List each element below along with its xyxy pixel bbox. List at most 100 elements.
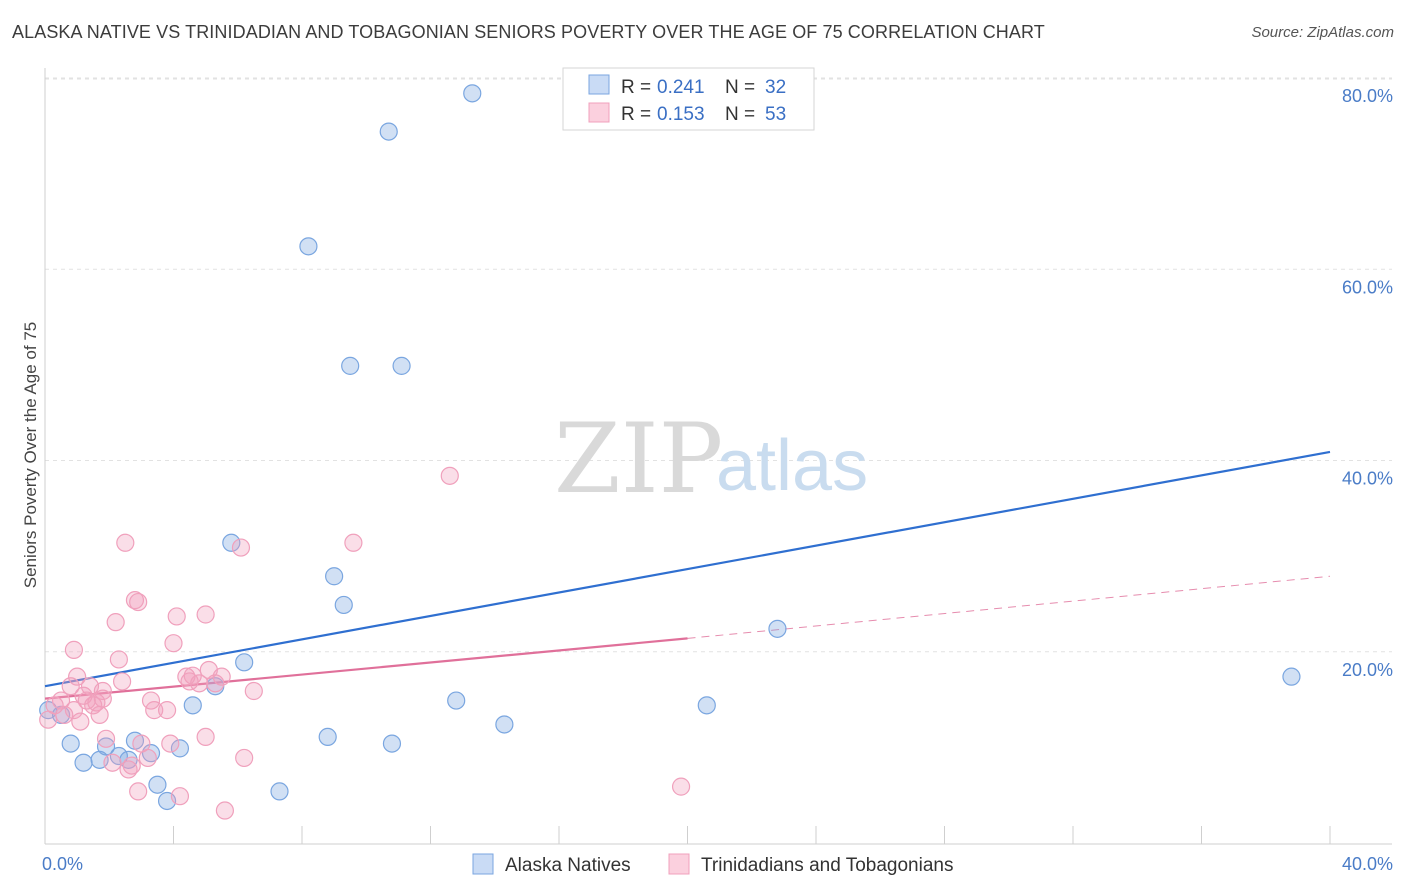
legend-r-label-alaska: R = bbox=[621, 77, 651, 98]
data-point-alaska bbox=[447, 691, 466, 710]
series-legend-label-trini: Trinidadians and Tobagonians bbox=[701, 855, 953, 876]
data-point-trini bbox=[93, 681, 112, 701]
grid-layer bbox=[45, 77, 1392, 653]
data-point-alaska bbox=[170, 739, 190, 758]
trend-line-trini bbox=[44, 637, 688, 700]
data-point-trini bbox=[190, 674, 209, 693]
data-point-trini bbox=[84, 696, 103, 715]
legend-swatch-trini bbox=[588, 102, 610, 123]
data-point-trini bbox=[671, 777, 691, 796]
data-point-trini bbox=[212, 667, 231, 686]
data-point-trini bbox=[141, 691, 161, 710]
legend-n-label-alaska: N = bbox=[725, 77, 755, 98]
data-point-trini bbox=[96, 729, 116, 748]
data-point-trini bbox=[68, 667, 87, 686]
data-point-alaska bbox=[183, 696, 202, 715]
data-point-trini bbox=[235, 748, 254, 768]
data-point-alaska bbox=[148, 775, 167, 794]
data-point-trini bbox=[64, 701, 84, 720]
data-point-alaska bbox=[1282, 667, 1301, 686]
data-point-trini bbox=[164, 634, 183, 653]
data-point-trini bbox=[215, 801, 234, 820]
data-point-alaska bbox=[222, 533, 241, 552]
data-point-trini bbox=[125, 591, 145, 610]
trend-line-trini-extension bbox=[687, 575, 1331, 639]
data-point-alaska bbox=[341, 356, 360, 375]
points-layer bbox=[39, 84, 1301, 820]
x-tick-label-min: 0.0% bbox=[42, 854, 83, 874]
y-tick-label: 60.0% bbox=[1342, 277, 1393, 297]
data-point-alaska bbox=[318, 727, 337, 747]
trend-layer bbox=[44, 450, 1331, 700]
data-point-trini bbox=[138, 748, 157, 768]
trend-line-alaska bbox=[44, 450, 1331, 688]
legend-n-label-trini: N = bbox=[725, 104, 755, 125]
data-point-alaska bbox=[334, 595, 353, 615]
data-point-trini bbox=[93, 689, 112, 708]
data-point-alaska bbox=[379, 122, 398, 141]
data-point-trini bbox=[103, 753, 122, 772]
data-point-alaska bbox=[61, 734, 80, 753]
data-point-trini bbox=[344, 533, 363, 552]
watermark: ZIP atlas bbox=[554, 403, 868, 515]
data-point-trini bbox=[116, 533, 135, 552]
data-point-trini bbox=[196, 605, 215, 624]
data-point-alaska bbox=[96, 737, 116, 756]
series-legend: Alaska Natives Trinidadians and Tobagoni… bbox=[472, 853, 953, 876]
data-point-trini bbox=[145, 701, 164, 720]
data-point-trini bbox=[106, 613, 125, 632]
data-point-trini bbox=[231, 538, 251, 557]
data-point-trini bbox=[61, 677, 80, 696]
correlation-legend: R = 0.241 N = 32 R = 0.153 N = 53 bbox=[562, 67, 815, 131]
legend-r-label-trini: R = bbox=[621, 104, 651, 125]
data-point-alaska bbox=[299, 237, 318, 256]
data-point-alaska bbox=[382, 734, 402, 753]
data-point-trini bbox=[51, 691, 71, 710]
data-point-trini bbox=[71, 712, 90, 731]
data-point-trini bbox=[122, 756, 141, 775]
data-point-trini bbox=[157, 701, 177, 720]
y-tick-label: 80.0% bbox=[1342, 86, 1393, 106]
data-point-trini bbox=[55, 705, 74, 725]
y-axis-title: Seniors Poverty Over the Age of 75 bbox=[21, 322, 40, 588]
data-point-alaska bbox=[392, 356, 411, 375]
y-tick-label: 40.0% bbox=[1342, 469, 1393, 489]
data-point-alaska bbox=[768, 619, 787, 638]
data-point-trini bbox=[167, 607, 186, 626]
axes-layer: 20.0% 40.0% 60.0% 80.0% 0.0% 40.0% bbox=[42, 68, 1393, 874]
data-point-trini bbox=[129, 592, 148, 612]
data-point-trini bbox=[64, 640, 84, 659]
legend-r-value-alaska: 0.241 bbox=[657, 77, 705, 98]
data-point-trini bbox=[129, 782, 148, 801]
legend-n-value-alaska: 32 bbox=[765, 77, 786, 98]
data-point-trini bbox=[196, 727, 215, 747]
data-point-trini bbox=[206, 674, 225, 693]
data-point-alaska bbox=[325, 567, 344, 586]
data-point-alaska bbox=[463, 84, 482, 103]
legend-swatch-alaska bbox=[588, 74, 610, 95]
data-point-trini bbox=[170, 787, 190, 806]
data-point-trini bbox=[244, 681, 263, 701]
data-point-trini bbox=[440, 466, 459, 485]
legend-n-value-trini: 53 bbox=[765, 104, 786, 125]
watermark-atlas: atlas bbox=[716, 426, 868, 506]
data-point-alaska bbox=[109, 746, 128, 766]
legend-r-value-trini: 0.153 bbox=[657, 104, 705, 125]
chart-title: ALASKA NATIVE VS TRINIDADIAN AND TOBAGON… bbox=[12, 22, 1045, 42]
data-point-alaska bbox=[74, 753, 93, 772]
series-legend-swatch-alaska bbox=[472, 853, 494, 875]
data-point-alaska bbox=[495, 715, 514, 734]
data-point-trini bbox=[161, 734, 180, 753]
data-point-alaska bbox=[697, 696, 716, 715]
data-point-trini bbox=[90, 705, 109, 725]
data-point-trini bbox=[112, 672, 132, 691]
data-point-trini bbox=[109, 650, 128, 669]
series-legend-label-alaska: Alaska Natives bbox=[505, 855, 631, 876]
series-legend-swatch-trini bbox=[668, 853, 690, 875]
y-tick-label: 20.0% bbox=[1342, 660, 1393, 680]
data-point-alaska bbox=[235, 653, 254, 672]
x-tick-label-max: 40.0% bbox=[1342, 854, 1393, 874]
chart-source: Source: ZipAtlas.com bbox=[1251, 24, 1394, 41]
data-point-alaska bbox=[270, 782, 289, 801]
